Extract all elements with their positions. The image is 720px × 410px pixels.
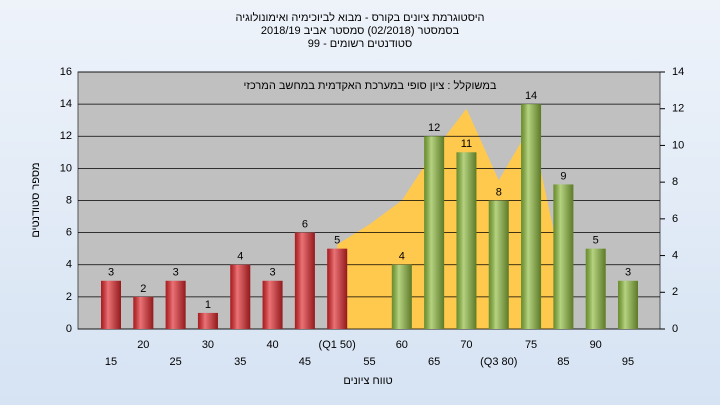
y2-tick-label: 10	[672, 139, 684, 151]
bar-shading	[101, 280, 121, 329]
x-axis-label: טווח ציונים	[343, 375, 392, 387]
y-tick-label: 4	[66, 259, 72, 271]
bar-shading	[456, 152, 477, 329]
y2-tick-label: 8	[672, 176, 678, 188]
y-tick-label: 0	[66, 323, 72, 335]
x-tick-label: 30	[202, 339, 214, 351]
bar-shading	[391, 264, 412, 329]
x-tick-label: 20	[137, 339, 149, 351]
y-tick-label: 12	[60, 130, 72, 142]
bar-shading	[262, 280, 283, 329]
value-label: 12	[428, 122, 440, 134]
x-tick-label: 45	[299, 356, 311, 368]
bar-shading	[294, 232, 315, 329]
value-label: 3	[173, 267, 179, 279]
title-line: היסטוגרמת ציונים בקורס - מבוא לביוכימיה …	[235, 11, 484, 24]
y-tick-label: 2	[66, 291, 72, 303]
value-label: 4	[237, 251, 243, 263]
value-label: 3	[108, 267, 114, 279]
y-tick-label: 10	[60, 162, 72, 174]
bar-shading	[230, 264, 251, 329]
value-label: 3	[625, 267, 631, 279]
x-tick-label: 85	[557, 356, 569, 368]
y2-tick-label: 14	[672, 66, 684, 78]
y-tick-label: 8	[66, 194, 72, 206]
bar-shading	[488, 200, 509, 329]
y-tick-label: 16	[60, 66, 72, 78]
y-axis-label: מספר סטודנטים	[30, 162, 42, 237]
x-tick-label: (Q3 80)	[480, 356, 517, 368]
y2-tick-label: 6	[672, 213, 678, 225]
x-tick-label: 75	[525, 339, 537, 351]
bar-shading	[424, 136, 445, 329]
value-label: 14	[525, 90, 537, 102]
value-label: 6	[302, 219, 308, 231]
value-label: 11	[461, 138, 472, 150]
value-label: 8	[496, 186, 502, 198]
x-tick-label: 90	[590, 339, 602, 351]
title-line: בסמסטר (02/2018) סמסטר אביב 2018/19	[261, 25, 460, 37]
y-tick-label: 14	[60, 98, 72, 110]
bar-shading	[521, 104, 542, 329]
bar-shading	[197, 312, 218, 329]
x-tick-label: 25	[170, 356, 182, 368]
x-tick-label: 40	[266, 339, 278, 351]
y2-tick-label: 0	[672, 323, 678, 335]
bar-shading	[618, 280, 638, 329]
bar-shading	[585, 248, 606, 329]
y2-tick-label: 2	[672, 286, 678, 298]
bar-shading	[553, 184, 574, 329]
value-label: 1	[205, 299, 211, 311]
value-label: 4	[399, 251, 405, 263]
x-tick-label: 60	[396, 339, 408, 351]
value-label: 9	[560, 170, 566, 182]
x-tick-label: 65	[428, 356, 440, 368]
value-label: 5	[593, 235, 599, 247]
bar-shading	[165, 280, 186, 329]
x-tick-label: 55	[363, 356, 375, 368]
y-tick-label: 6	[66, 227, 72, 239]
value-label: 3	[270, 267, 276, 279]
x-tick-label: 15	[105, 356, 117, 368]
y2-tick-label: 4	[672, 249, 678, 261]
bar-shading	[327, 248, 348, 329]
x-tick-label: 95	[622, 356, 634, 368]
x-tick-label: 35	[234, 356, 246, 368]
annotation: במשוקלל : ציון סופי במערכת האקדמית במחשב…	[244, 79, 497, 92]
bar-shading	[133, 296, 154, 329]
value-label: 2	[140, 283, 146, 295]
x-tick-label: 70	[460, 339, 472, 351]
title-line: סטודנטים רשומים - 99	[308, 38, 412, 50]
x-tick-label: (Q1 50)	[319, 339, 356, 351]
y2-tick-label: 12	[672, 103, 684, 115]
value-label: 5	[334, 235, 340, 247]
